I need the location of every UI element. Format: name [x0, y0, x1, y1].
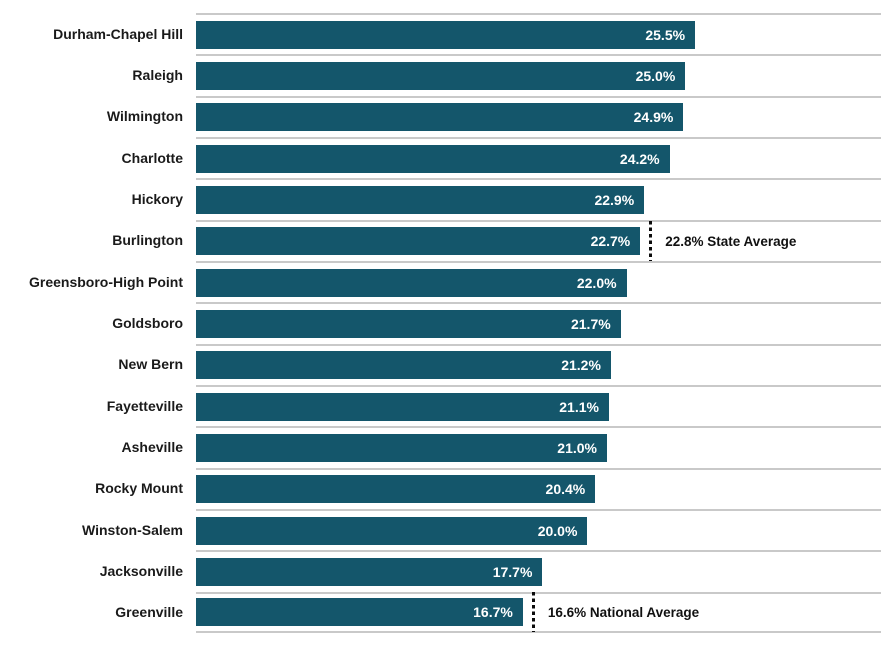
- bar-row: Fayetteville 21.1%: [0, 384, 894, 426]
- bar-row: New Bern 21.2%: [0, 343, 894, 385]
- category-label: Charlotte: [121, 149, 183, 166]
- bar-value-label: 22.7%: [590, 233, 631, 250]
- bar: 24.9%: [196, 103, 684, 132]
- bar-value-label: 20.4%: [545, 481, 586, 498]
- plot-row: 21.7%: [196, 302, 881, 343]
- bar: 21.1%: [196, 392, 609, 421]
- category-label: Wilmington: [106, 108, 183, 125]
- bar: 21.0%: [196, 433, 607, 462]
- plot-row: 21.2%: [196, 343, 881, 385]
- bar-value-label: 25.0%: [635, 67, 676, 84]
- plot-row: 21.1%: [196, 384, 881, 426]
- bar: 25.0%: [196, 61, 686, 90]
- bar-value-label: 21.1%: [559, 398, 599, 415]
- category-label: Greensboro-High Point: [29, 273, 183, 290]
- category-label: Raleigh: [132, 66, 183, 83]
- bar: 20.4%: [196, 475, 596, 504]
- dotted-average-line-icon: [531, 592, 535, 633]
- bar: 22.0%: [196, 268, 627, 297]
- category-label: New Bern: [118, 356, 183, 373]
- plot-row: 22.9%: [196, 178, 881, 219]
- bar-row: Burlington 22.7% 22.8% State Average: [0, 219, 894, 262]
- plot-row: 22.0%: [196, 260, 881, 302]
- average-annotation: 16.6% National Average: [531, 592, 700, 633]
- bar-value-label: 21.7%: [570, 315, 611, 332]
- bar: 25.5%: [196, 20, 696, 49]
- bar-value-label: 25.5%: [645, 26, 686, 43]
- plot-row: 25.5%: [196, 13, 881, 54]
- category-label: Jacksonville: [99, 562, 183, 579]
- category-label: Fayetteville: [106, 397, 183, 414]
- bar: 17.7%: [196, 557, 543, 586]
- plot-row: 20.0%: [196, 508, 881, 550]
- category-label: Hickory: [131, 190, 183, 207]
- average-annotation: 22.8% State Average: [649, 221, 797, 262]
- bar-value-label: 20.0%: [537, 522, 578, 539]
- bar: 16.7%: [196, 598, 523, 627]
- bar: 21.2%: [196, 351, 611, 380]
- average-annotation-label: 22.8% State Average: [665, 233, 797, 249]
- bar-row: Rocky Mount 20.4%: [0, 467, 894, 509]
- bar-row: Greensboro-High Point 22.0%: [0, 260, 894, 302]
- bar-row: Hickory 22.9%: [0, 178, 894, 219]
- plot-row: 25.0%: [196, 54, 881, 95]
- bar-row: Charlotte 24.2%: [0, 136, 894, 178]
- category-label: Asheville: [121, 438, 183, 455]
- bar-row: Raleigh 25.0%: [0, 54, 894, 95]
- plot-row: 24.2%: [196, 136, 881, 178]
- bar-value-label: 16.7%: [473, 604, 513, 621]
- bar: 20.0%: [196, 516, 588, 545]
- bar: 21.7%: [196, 309, 621, 338]
- bar-row: Winston-Salem 20.0%: [0, 508, 894, 550]
- plot-row: 20.4%: [196, 467, 881, 509]
- bar-row: Wilmington 24.9%: [0, 95, 894, 137]
- bar-row: Greenville 16.7% 16.6% National Average: [0, 591, 894, 633]
- bar-value-label: 22.9%: [594, 191, 635, 208]
- category-label: Goldsboro: [112, 314, 183, 331]
- plot-row: 17.7%: [196, 550, 881, 591]
- bar-value-label: 22.0%: [576, 274, 617, 291]
- bar-row: Durham-Chapel Hill 25.5%: [0, 13, 894, 54]
- bar: 22.9%: [196, 185, 645, 214]
- bar-value-label: 21.0%: [557, 439, 597, 456]
- bar-row: Goldsboro 21.7%: [0, 302, 894, 343]
- category-label: Durham-Chapel Hill: [53, 25, 183, 42]
- bar-value-label: 21.2%: [561, 357, 601, 374]
- average-annotation-label: 16.6% National Average: [547, 604, 700, 620]
- plot-row: 21.0%: [196, 426, 881, 467]
- category-label: Winston-Salem: [82, 521, 183, 538]
- dotted-average-line-icon: [649, 221, 653, 262]
- category-label: Burlington: [112, 232, 183, 249]
- bar: 22.7%: [196, 227, 641, 256]
- bar-rows: Durham-Chapel Hill 25.5% Raleigh 25.0% W…: [0, 13, 894, 633]
- bar-value-label: 24.2%: [619, 150, 660, 167]
- plot-row: 24.9%: [196, 95, 881, 137]
- bar-row: Jacksonville 17.7%: [0, 550, 894, 591]
- bar: 24.2%: [196, 144, 670, 173]
- bar-row: Asheville 21.0%: [0, 426, 894, 467]
- category-label: Greenville: [115, 604, 183, 621]
- plot-row: 16.7% 16.6% National Average: [196, 591, 881, 633]
- plot-row: 22.7% 22.8% State Average: [196, 219, 881, 262]
- bar-value-label: 24.9%: [633, 109, 674, 126]
- bar-value-label: 17.7%: [492, 563, 533, 580]
- category-label: Rocky Mount: [95, 480, 183, 497]
